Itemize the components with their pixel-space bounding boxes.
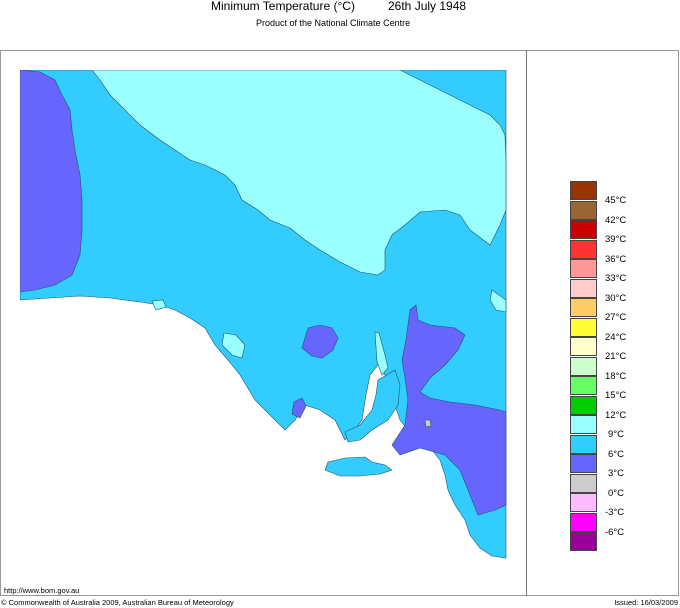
legend-label: 18°C [605, 370, 627, 382]
map-date: 26th July 1948 [388, 0, 467, 13]
legend-swatch [570, 259, 597, 278]
temperature-map [20, 70, 507, 559]
legend-label: -3°C [605, 507, 625, 518]
legend-label: 6°C [608, 448, 624, 460]
copyright-text: © Commonwealth of Australia 2009, Austra… [1, 598, 234, 607]
legend-swatch [570, 395, 597, 415]
zone-3-6-west [20, 70, 83, 293]
legend-label: 39°C [605, 234, 627, 245]
legend-label: 9°C [608, 429, 624, 440]
legend-label: -6°C [605, 526, 625, 538]
legend-label: 21°C [605, 351, 627, 362]
legend-label: 27°C [605, 312, 627, 323]
legend-swatch [570, 356, 597, 376]
zone-9-12 [91, 70, 507, 276]
legend-swatch [570, 532, 597, 551]
legend-swatch [570, 454, 597, 473]
map-frame [0, 50, 679, 596]
legend-swatch [570, 434, 597, 454]
legend-swatch [570, 337, 597, 356]
legend-swatch [570, 493, 597, 512]
legend-swatch [570, 473, 597, 493]
legend-label: 0°C [608, 487, 624, 499]
legend-label: 3°C [608, 468, 624, 479]
frame-divider [526, 50, 527, 596]
map-subtitle: Product of the National Climate Centre [256, 18, 411, 28]
legend-swatch [570, 317, 597, 337]
zone-3-6-east [391, 304, 507, 516]
legend-label: 42°C [605, 214, 627, 226]
legend-label: 24°C [605, 331, 627, 343]
legend-swatch [570, 298, 597, 317]
legend-label: 45°C [605, 195, 627, 206]
source-link[interactable]: http://www.bom.gov.au [4, 586, 80, 595]
legend-label: 15°C [605, 390, 627, 401]
legend-swatch [570, 376, 597, 395]
legend-swatch [570, 512, 597, 532]
legend-swatch [570, 278, 597, 298]
legend-label: 36°C [605, 253, 627, 265]
legend-swatch [570, 181, 597, 200]
legend-label: 12°C [605, 409, 627, 421]
issued-date: Issued: 16/03/2009 [614, 598, 678, 607]
legend-swatch [570, 239, 597, 259]
legend-label: 30°C [605, 292, 627, 304]
kangaroo-island [324, 456, 393, 477]
legend-swatch [570, 415, 597, 434]
map-title: Minimum Temperature (°C) [211, 0, 355, 13]
header: Minimum Temperature (°C) 26th July 1948 [0, 0, 680, 20]
legend-swatch [570, 200, 597, 220]
legend-label: 33°C [605, 273, 627, 284]
legend-swatch [570, 220, 597, 239]
